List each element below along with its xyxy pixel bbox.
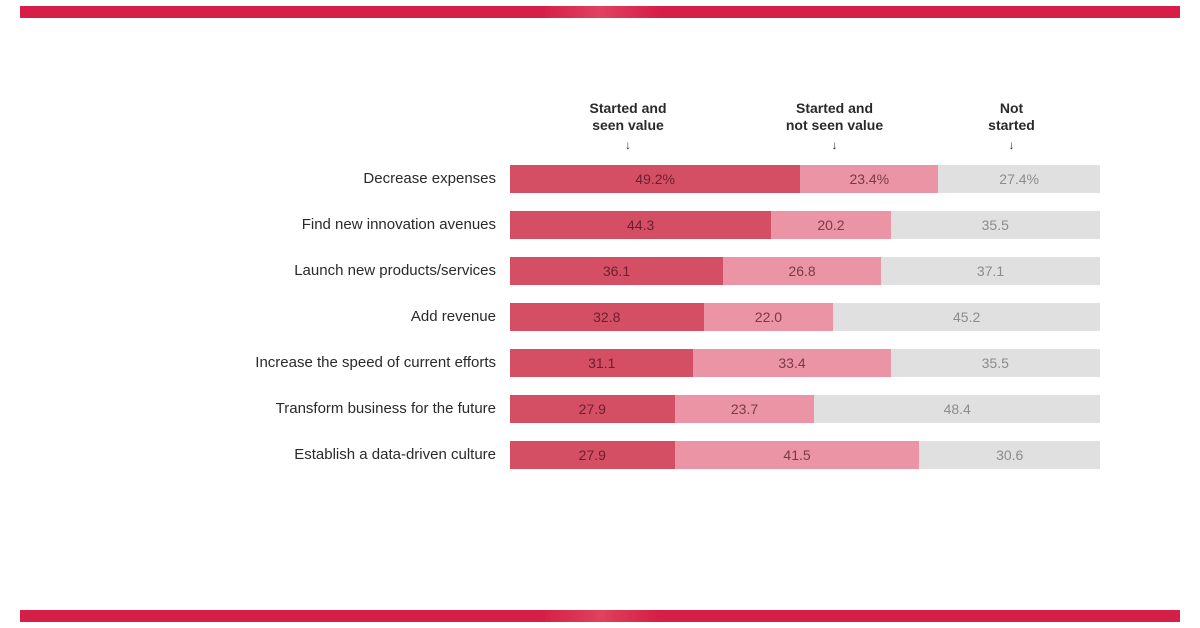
chart-rows: Decrease expenses49.2%23.4%27.4% Find new…	[220, 162, 1100, 472]
bar-segment-c: 48.4	[814, 395, 1100, 423]
bar-segment-b: 22.0	[704, 303, 834, 331]
row-label: Transform business for the future	[220, 400, 510, 417]
arrow-down-icon: ↓	[832, 138, 838, 152]
column-headers: Started and seen value ↓ Started and not…	[510, 100, 1100, 152]
chart-row: Add revenue32.822.045.2	[220, 300, 1100, 334]
chart-row: Establish a data-driven culture27.941.53…	[220, 438, 1100, 472]
stacked-bar-chart: Started and seen value ↓ Started and not…	[220, 100, 1100, 484]
chart-row: Transform business for the future27.923.…	[220, 392, 1100, 426]
bar-segment-b: 33.4	[693, 349, 890, 377]
bar-segment-c: 35.5	[891, 349, 1100, 377]
header-line1: Not	[1000, 100, 1023, 117]
stacked-bar: 32.822.045.2	[510, 303, 1100, 331]
bar-segment-a: 27.9	[510, 395, 675, 423]
header-line2: not seen value	[786, 117, 883, 134]
decorative-top-band	[20, 6, 1180, 18]
bar-segment-c: 37.1	[881, 257, 1100, 285]
bar-segment-a: 31.1	[510, 349, 693, 377]
chart-row: Increase the speed of current efforts31.…	[220, 346, 1100, 380]
chart-row: Decrease expenses49.2%23.4%27.4%	[220, 162, 1100, 196]
bar-segment-b: 23.7	[675, 395, 815, 423]
bar-segment-a: 49.2%	[510, 165, 800, 193]
stacked-bar: 36.126.837.1	[510, 257, 1100, 285]
bar-segment-a: 27.9	[510, 441, 675, 469]
bar-segment-b: 26.8	[723, 257, 881, 285]
header-started-not-seen-value: Started and not seen value ↓	[746, 100, 923, 152]
bar-segment-a: 36.1	[510, 257, 723, 285]
stacked-bar: 31.133.435.5	[510, 349, 1100, 377]
bar-segment-b: 23.4%	[800, 165, 938, 193]
arrow-down-icon: ↓	[1009, 138, 1015, 152]
row-label: Decrease expenses	[220, 170, 510, 187]
header-line2: seen value	[592, 117, 664, 134]
header-line1: Started and	[796, 100, 873, 117]
row-label: Establish a data-driven culture	[220, 446, 510, 463]
header-line1: Started and	[589, 100, 666, 117]
stacked-bar: 27.923.748.4	[510, 395, 1100, 423]
bar-segment-b: 41.5	[675, 441, 920, 469]
row-label: Launch new products/services	[220, 262, 510, 279]
header-line2: started	[988, 117, 1035, 134]
arrow-down-icon: ↓	[625, 138, 631, 152]
row-label: Add revenue	[220, 308, 510, 325]
header-started-seen-value: Started and seen value ↓	[510, 100, 746, 152]
bar-segment-c: 45.2	[833, 303, 1100, 331]
bar-segment-a: 44.3	[510, 211, 771, 239]
bar-segment-b: 20.2	[771, 211, 890, 239]
bar-segment-c: 35.5	[891, 211, 1100, 239]
row-label: Find new innovation avenues	[220, 216, 510, 233]
stacked-bar: 49.2%23.4%27.4%	[510, 165, 1100, 193]
chart-row: Find new innovation avenues44.320.235.5	[220, 208, 1100, 242]
row-label: Increase the speed of current efforts	[220, 354, 510, 371]
chart-row: Launch new products/services36.126.837.1	[220, 254, 1100, 288]
bar-segment-c: 27.4%	[938, 165, 1100, 193]
stacked-bar: 44.320.235.5	[510, 211, 1100, 239]
bar-segment-c: 30.6	[919, 441, 1100, 469]
decorative-bottom-band	[20, 610, 1180, 622]
header-not-started: Not started ↓	[923, 100, 1100, 152]
bar-segment-a: 32.8	[510, 303, 704, 331]
stacked-bar: 27.941.530.6	[510, 441, 1100, 469]
